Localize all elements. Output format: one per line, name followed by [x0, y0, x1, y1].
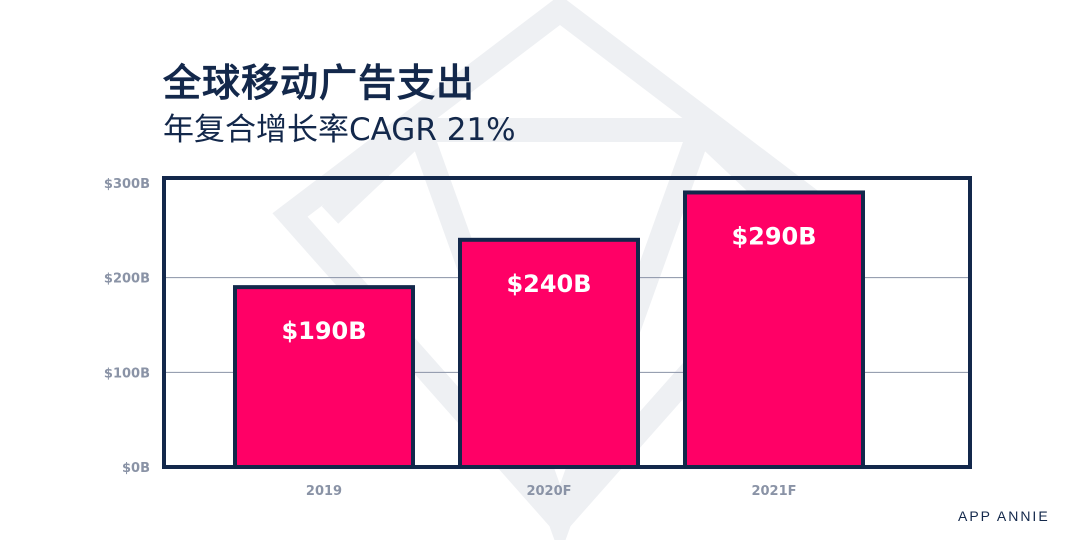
- bar: [458, 237, 640, 469]
- x-tick-label: 2020F: [526, 484, 571, 499]
- y-tick-label: $300B: [104, 177, 150, 192]
- x-tick-label: 2021F: [751, 484, 796, 499]
- y-tick-label: $100B: [104, 366, 150, 381]
- bar: [233, 285, 415, 469]
- bar: [683, 190, 865, 469]
- data-label: $190B: [281, 317, 366, 345]
- app-annie-logo: APP ANNIE: [958, 508, 1050, 524]
- chart-title: 全球移动广告支出: [163, 61, 476, 105]
- data-label: $290B: [731, 222, 816, 250]
- plot-frame: [162, 176, 972, 469]
- y-tick-label: $0B: [122, 461, 150, 476]
- chart-subtitle: 年复合增长率CAGR 21%: [163, 112, 516, 148]
- data-label: $240B: [506, 270, 591, 298]
- y-tick-label: $200B: [104, 272, 150, 287]
- x-tick-label: 2019: [306, 484, 342, 499]
